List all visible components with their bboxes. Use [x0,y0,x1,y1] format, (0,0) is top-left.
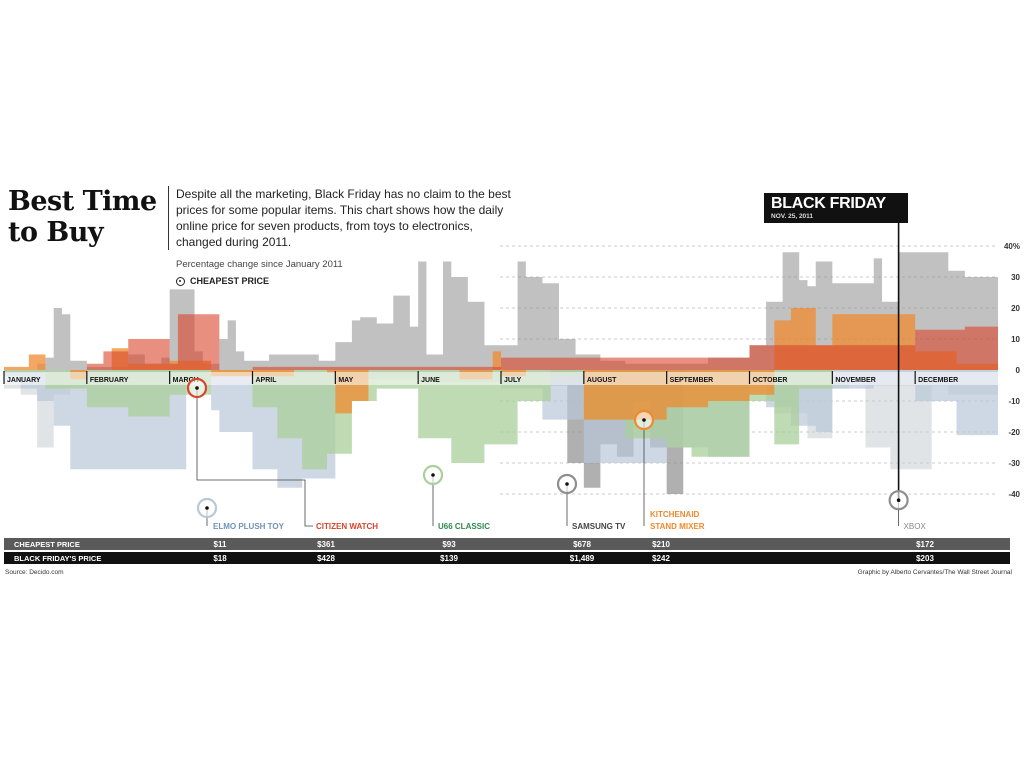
label-samsung-tv: SAMSUNG TV [572,522,626,531]
cheapest-marker [186,377,208,399]
source-note: Source: Decido.com [5,569,64,576]
page-title: Best Time to Buy [8,186,157,248]
table-cell: $678 [573,540,591,549]
cheapest-marker-icon [176,276,185,286]
series-area-citizen-watch [4,314,998,370]
y-tick-label: 20 [1011,304,1020,313]
black-friday-callout: BLACK FRIDAY NOV. 25, 2011 [764,193,908,223]
marker-dot [195,386,199,390]
label-stand-mixer: STAND MIXER [650,522,705,531]
month-axis: JANUARY FEBRUARY MARCH APRIL MAY JUNE JULY AUGU… [0,371,1000,385]
label-citizen-watch: CITIZEN WATCH [316,522,378,531]
marker-dot [565,482,569,486]
y-tick-label: -30 [1008,459,1020,468]
table-row-label: CHEAPEST PRICE [14,540,80,549]
table-cell: $361 [317,540,335,549]
month-label: JUNE [421,377,440,384]
month-label: MARCH [173,377,199,384]
marker-dot [642,418,646,422]
leader-citizen [196,388,313,527]
cheapest-marker [888,490,909,511]
y-tick-label: 10 [1011,335,1020,344]
table-row-label: BLACK FRIDAY'S PRICE [14,554,101,563]
table-cell: $203 [916,554,934,563]
price-table: CHEAPEST PRICE $11 $361 $93 $678 $210 $172 BLAC… [4,538,1010,564]
label-u66-classic: U66 CLASSIC [438,522,490,531]
label-elmo-plush-toy: ELMO PLUSH TOY [213,522,285,531]
label-xbox: XBOX [904,522,927,531]
table-cell: $172 [916,540,934,549]
cheapest-marker [633,409,655,431]
black-friday-label: BLACK FRIDAY [771,195,886,212]
y-tick-label: -40 [1008,490,1020,499]
month-label: JULY [504,377,522,384]
table-cell: $428 [317,554,335,563]
marker-dot [896,498,901,503]
table-cell: $1,489 [570,554,595,563]
legend-cheapest-price: CHEAPEST PRICE [176,276,269,286]
intro-text: Despite all the marketing, Black Friday … [168,186,511,250]
month-label: JANUARY [7,377,41,384]
table-cell: $210 [652,540,670,549]
month-label: OCTOBER [753,377,788,384]
marker-dot [205,506,209,510]
cheapest-marker [422,464,444,486]
y-tick-label: 30 [1011,273,1020,282]
graphic-credit: Graphic by Alberto Cervantes/The Wall St… [857,569,1012,576]
y-tick-label: -10 [1008,397,1020,406]
table-row [4,552,1010,564]
month-label: MAY [338,377,353,384]
legend-cheapest-label: CHEAPEST PRICE [190,276,270,286]
chart-subtitle: Percentage change since January 2011 [176,259,343,270]
month-label: FEBRUARY [90,377,129,384]
month-label: SEPTEMBER [670,377,714,384]
table-row [4,538,1010,550]
month-label: AUGUST [587,377,617,384]
marker-dot [431,473,435,477]
y-tick-label: -20 [1008,428,1020,437]
y-tick-label: 40% [1004,242,1020,251]
table-cell: $18 [213,554,227,563]
month-label: APRIL [256,377,278,384]
table-cell: $93 [442,540,456,549]
table-cell: $242 [652,554,670,563]
black-friday-date: NOV. 25, 2011 [771,213,814,220]
label-kitchenaid: KITCHENAID [650,510,700,519]
table-cell: $11 [214,540,227,549]
month-label: NOVEMBER [835,377,875,384]
cheapest-marker [556,473,578,495]
month-label: DECEMBER [918,377,958,384]
table-cell: $139 [440,554,458,563]
y-tick-label: 0 [1016,366,1021,375]
cheapest-marker [196,497,218,519]
